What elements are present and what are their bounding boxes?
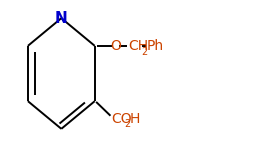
Text: CO: CO (111, 112, 132, 126)
Text: CH: CH (128, 39, 148, 53)
Text: O: O (110, 39, 121, 53)
Text: Ph: Ph (147, 39, 164, 53)
Text: 2: 2 (124, 120, 131, 130)
Text: 2: 2 (141, 47, 147, 57)
Text: H: H (129, 112, 140, 126)
Text: N: N (55, 11, 68, 26)
